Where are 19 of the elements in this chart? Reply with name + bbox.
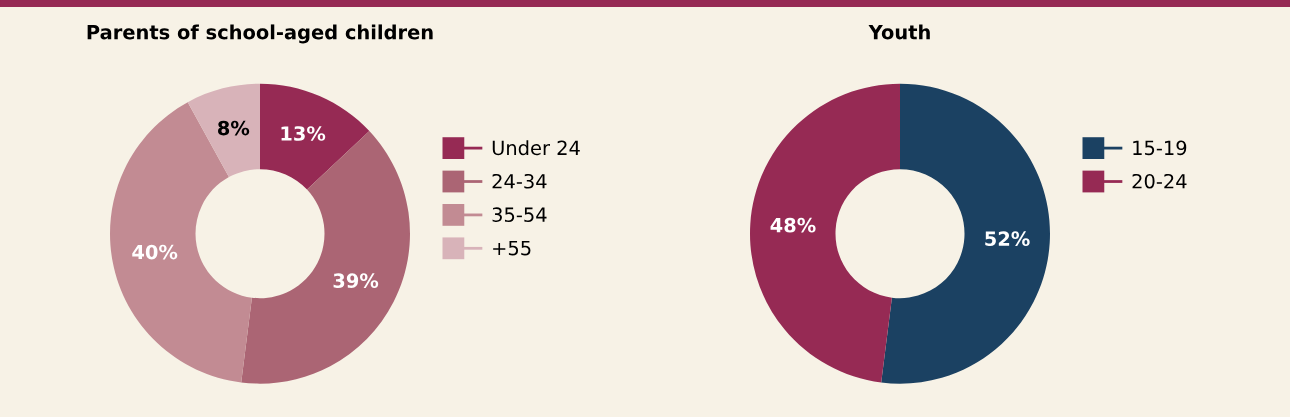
chart-title: Parents of school-aged children	[87, 24, 433, 44]
data-label: 40%	[132, 244, 178, 260]
donut-slice	[110, 102, 252, 383]
legend-label: 35-54	[492, 207, 547, 222]
chart-title: Youth	[868, 24, 930, 40]
legend-label: 20-24	[1132, 173, 1187, 189]
donut-slice	[187, 83, 260, 178]
donut-slice	[750, 83, 900, 383]
data-label: 52%	[985, 231, 1030, 247]
donut-slice	[260, 83, 370, 190]
legend-label: 15-19	[1133, 140, 1187, 156]
legend-label: 24-34	[492, 173, 547, 189]
data-label: 8%	[218, 120, 250, 136]
data-label: 39%	[333, 273, 379, 288]
data-label: 48%	[770, 217, 816, 233]
legend-label: Under 24	[492, 140, 580, 156]
donut-slice	[881, 83, 1050, 384]
data-label: 13%	[281, 126, 326, 141]
legend-label: +55	[493, 240, 531, 256]
